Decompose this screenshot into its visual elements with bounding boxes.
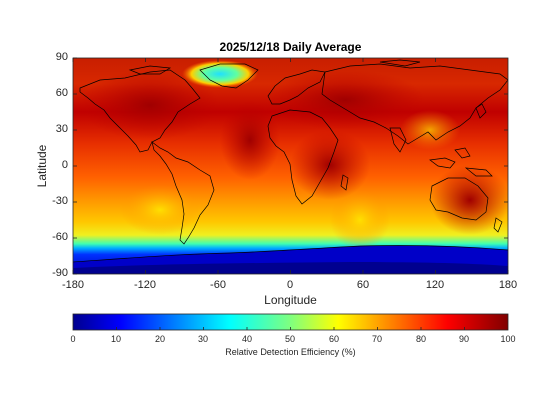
colorbar-tick-label: 10 — [110, 334, 121, 344]
x-tick-label: 0 — [286, 279, 294, 291]
x-tick-label: 180 — [498, 279, 518, 291]
colorbar-tick-label: 50 — [284, 334, 295, 344]
colorbar-label: Relative Detection Efficiency (%) — [225, 347, 356, 357]
colorbar-tick-label: 60 — [328, 334, 339, 344]
y-tick-label: -30 — [52, 195, 68, 207]
coastlines — [73, 59, 508, 263]
x-tick-label: -120 — [133, 279, 157, 291]
y-tick-label: -60 — [52, 231, 68, 243]
colorbar-tick-label: 90 — [458, 334, 469, 344]
colorbar-tick-label: 0 — [70, 334, 76, 344]
x-tick-label: 60 — [356, 279, 370, 291]
x-axis-label: Longitude — [264, 293, 317, 307]
map-title: 2025/12/18 Daily Average — [219, 40, 362, 54]
colorbar-tick-label: 40 — [241, 334, 252, 344]
colorbar-tick-label: 20 — [154, 334, 165, 344]
y-tick-label: 30 — [55, 123, 68, 135]
x-ticks — [72, 58, 509, 274]
x-tick-label: -180 — [61, 279, 85, 291]
y-axis-label: Latitude — [35, 144, 49, 188]
y-ticks — [73, 57, 508, 275]
colorbar-tick-label: 70 — [371, 334, 382, 344]
colorbar-tick-label: 30 — [197, 334, 208, 344]
y-tick-label: 0 — [61, 159, 68, 171]
colorbar-tick-label: 100 — [500, 334, 516, 344]
detection-efficiency-field — [73, 58, 508, 274]
colorbar-ticks — [116, 327, 465, 330]
colorbar-tick-label: 80 — [415, 334, 426, 344]
y-tick-label: -90 — [52, 267, 68, 279]
y-tick-label: 90 — [55, 51, 68, 63]
x-tick-label: -60 — [210, 279, 226, 291]
x-tick-label: 120 — [425, 279, 445, 291]
y-tick-label: 60 — [55, 87, 68, 99]
